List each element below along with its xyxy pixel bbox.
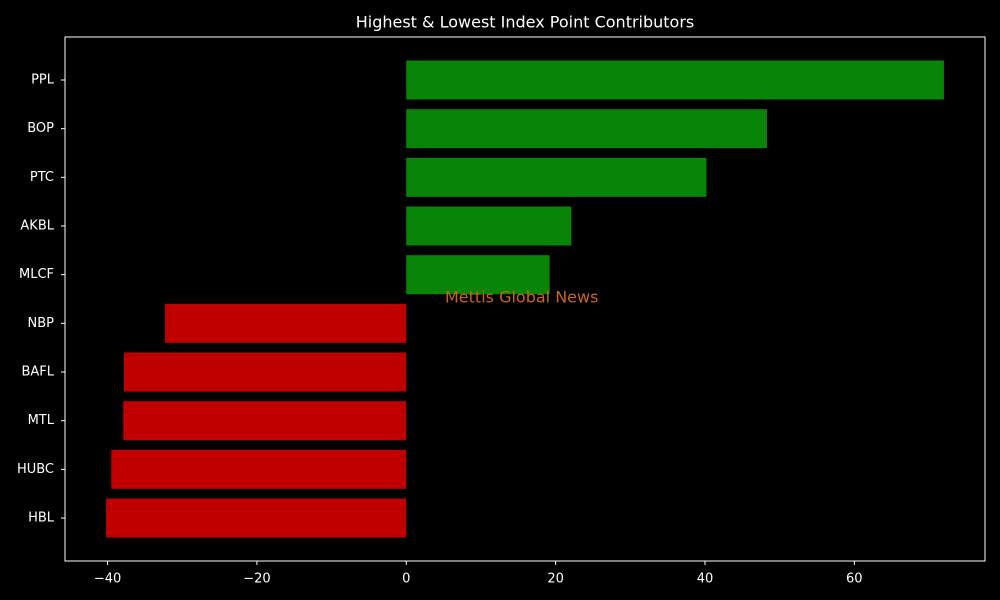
- bar: [165, 303, 407, 343]
- y-tick-label: PPL: [31, 73, 55, 88]
- y-tick-label: NBP: [28, 316, 55, 331]
- bar: [111, 449, 407, 489]
- watermark: Mettis Global News: [445, 288, 598, 307]
- x-tick-label: 20: [547, 572, 564, 587]
- y-tick-label: MTL: [28, 413, 55, 428]
- y-tick-label: MLCF: [19, 267, 54, 282]
- y-tick-label: BAFL: [21, 365, 54, 380]
- x-tick-label: −20: [243, 572, 270, 587]
- bar: [406, 60, 944, 100]
- bar: [406, 255, 550, 295]
- bar: [106, 498, 407, 538]
- y-tick-label: BOP: [27, 121, 54, 136]
- y-tick-label: AKBL: [20, 219, 54, 234]
- y-tick-label: HBL: [28, 511, 55, 526]
- plot-frame: [64, 36, 986, 562]
- bar: [406, 206, 572, 246]
- bar: [406, 157, 707, 197]
- bar: [406, 109, 767, 149]
- chart-title: Highest & Lowest Index Point Contributor…: [356, 13, 695, 32]
- x-tick-label: 60: [846, 572, 863, 587]
- y-tick-label: PTC: [30, 170, 54, 185]
- y-tick-label: HUBC: [17, 462, 54, 477]
- x-tick-label: 40: [697, 572, 714, 587]
- bar: [123, 352, 407, 392]
- x-tick-label: −40: [94, 572, 121, 587]
- bar: [123, 401, 407, 441]
- x-tick-label: 0: [402, 572, 410, 587]
